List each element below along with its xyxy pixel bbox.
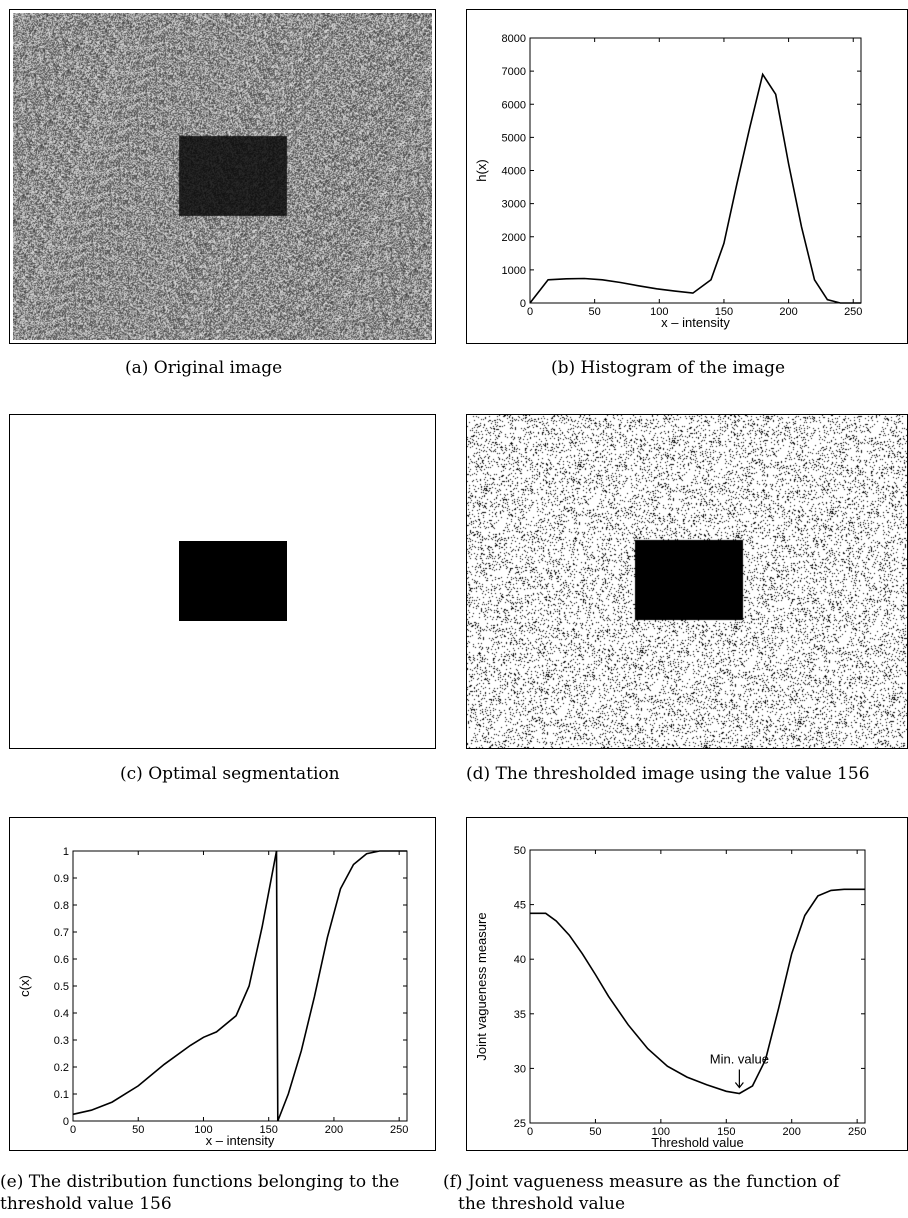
panel-d <box>466 414 908 749</box>
x-tick-label: 250 <box>848 1126 866 1138</box>
min-value-arrow <box>734 1069 744 1089</box>
y-tick-label: 50 <box>514 845 526 857</box>
caption-a: (a) Original image <box>125 358 283 378</box>
y-tick-label: 2000 <box>502 232 526 244</box>
y-tick-label: 1000 <box>502 265 526 277</box>
y-tick-label: 5000 <box>502 132 526 144</box>
x-tick-label: 0 <box>527 306 533 318</box>
caption-c: (c) Optimal segmentation <box>120 764 340 784</box>
y-tick-label: 0.6 <box>54 954 69 966</box>
x-tick-label: 250 <box>390 1124 408 1136</box>
axes-box <box>529 849 866 1124</box>
y-tick-label: 0 <box>520 298 526 310</box>
y-tick-label: 0.5 <box>54 981 69 993</box>
x-tick-label: 0 <box>527 1126 533 1138</box>
x-tick-label: 150 <box>260 1124 278 1136</box>
caption-f-1: (f) Joint vagueness measure as the funct… <box>443 1172 840 1192</box>
y-tick-label: 3000 <box>502 199 526 211</box>
series-line <box>275 850 407 1122</box>
y-tick-label: 7000 <box>502 66 526 78</box>
panel-b: 0 50 100 150 200 250 0 1000 2000 3000 4000 5000 6000… <box>466 9 908 344</box>
y-axis-label: h(x) <box>474 159 489 181</box>
x-tick-label: 150 <box>717 1126 735 1138</box>
caption-d: (d) The thresholded image using the valu… <box>466 764 870 784</box>
y-tick-label: 4000 <box>502 166 526 178</box>
x-tick-label: 200 <box>325 1124 343 1136</box>
axes-box <box>529 37 862 304</box>
caption-f-2: the threshold value <box>458 1194 626 1214</box>
x-tick-label: 100 <box>650 306 668 318</box>
y-tick-label: 6000 <box>502 99 526 111</box>
y-tick-label: 0.7 <box>54 927 69 939</box>
y-tick-label: 45 <box>514 900 526 912</box>
caption-e-1: (e) The distribution functions belonging… <box>0 1172 400 1192</box>
x-tick-label: 250 <box>844 306 862 318</box>
x-tick-label: 150 <box>715 306 733 318</box>
y-tick-label: 0.3 <box>54 1035 69 1047</box>
x-axis-label: x – intensity <box>661 315 730 330</box>
y-tick-label: 30 <box>514 1063 526 1075</box>
y-tick-label: 0 <box>63 1116 69 1128</box>
y-axis-label: c(x) <box>17 975 32 997</box>
x-tick-label: 200 <box>783 1126 801 1138</box>
x-tick-label: 50 <box>589 1126 601 1138</box>
x-tick-label: 0 <box>70 1124 76 1136</box>
min-value-annotation: Min. value <box>710 1052 769 1067</box>
y-tick-label: 1 <box>63 846 69 858</box>
axes-box <box>72 850 408 1122</box>
caption-b: (b) Histogram of the image <box>551 358 786 378</box>
thresholded-image <box>467 415 907 748</box>
x-tick-label: 200 <box>779 306 797 318</box>
y-tick-label: 0.9 <box>54 873 69 885</box>
y-tick-label: 40 <box>514 954 526 966</box>
series-line <box>529 72 861 304</box>
original-image <box>13 13 432 340</box>
x-axis-label: Threshold value <box>651 1135 744 1150</box>
x-axis-label: x – intensity <box>206 1133 275 1148</box>
y-tick-label: 0.2 <box>54 1062 69 1074</box>
series-line <box>72 850 278 1116</box>
y-tick-label: 8000 <box>502 33 526 45</box>
distribution-chart: 0 50 100 150 200 250 0 0.1 0.2 0.3 0.4 0.5 0.6 0.7 0.8… <box>17 846 408 1148</box>
x-tick-label: 100 <box>652 1126 670 1138</box>
y-tick-label: 35 <box>514 1009 526 1021</box>
caption-e-2: threshold value 156 <box>0 1194 172 1214</box>
x-tick-label: 50 <box>589 306 601 318</box>
y-tick-label: 0.8 <box>54 900 69 912</box>
panel-a <box>9 9 436 344</box>
histogram-chart: 0 50 100 150 200 250 0 1000 2000 3000 4000 5000 6000… <box>474 33 862 330</box>
panel-c <box>9 414 436 749</box>
segmentation-rectangle <box>179 541 287 621</box>
x-tick-label: 100 <box>194 1124 212 1136</box>
panel-e: 0 50 100 150 200 250 0 0.1 0.2 0.3 0.4 0.5 0.6 0.7 0.8… <box>9 817 436 1151</box>
y-axis-label: Joint vagueness measure <box>474 912 489 1060</box>
y-tick-label: 0.1 <box>54 1089 69 1101</box>
y-tick-label: 25 <box>514 1118 526 1130</box>
panel-f: 0 50 100 150 200 250 25 30 35 40 45 50 Threshold val… <box>466 817 908 1151</box>
y-tick-label: 0.4 <box>54 1008 69 1020</box>
x-tick-label: 50 <box>132 1124 144 1136</box>
vagueness-chart: 0 50 100 150 200 250 25 30 35 40 45 50 Threshold val… <box>474 845 866 1150</box>
series-line <box>530 888 865 1095</box>
